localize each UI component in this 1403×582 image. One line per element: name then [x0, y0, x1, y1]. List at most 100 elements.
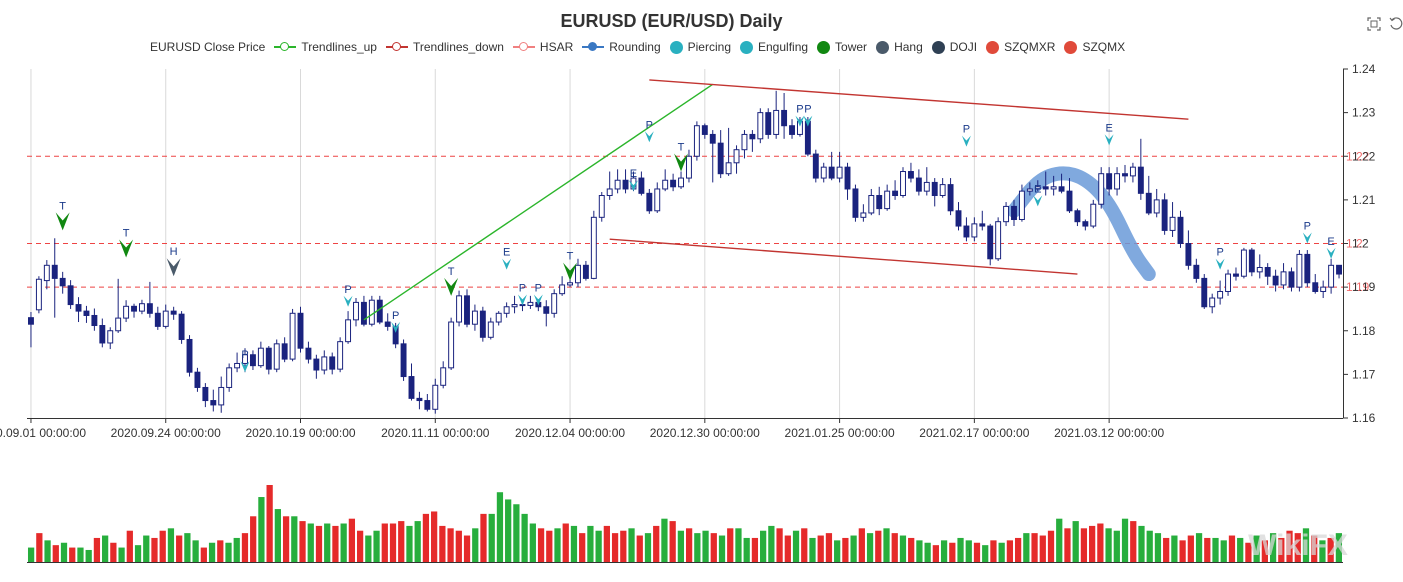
volume-bar — [735, 528, 742, 562]
signal-engulfing: E — [1104, 122, 1114, 146]
volume-bar — [718, 535, 726, 562]
legend-item-rounding[interactable]: Rounding — [582, 40, 661, 54]
candle-body — [662, 179, 669, 190]
candle — [527, 295, 534, 309]
candle-body — [1201, 277, 1208, 308]
candle-body — [1233, 273, 1239, 277]
candle — [670, 173, 677, 192]
legend-swatch — [931, 40, 945, 54]
candle — [194, 367, 201, 392]
volume-bar — [677, 530, 685, 562]
volume-bar — [611, 533, 619, 562]
y-tick-label: 1.21 — [1352, 193, 1376, 207]
volume-bar — [126, 530, 133, 562]
volume-bar — [1286, 530, 1293, 562]
candle-body — [432, 384, 439, 410]
candle — [543, 300, 550, 327]
candle-body — [273, 343, 280, 370]
volume-bar — [760, 530, 767, 562]
candle — [1003, 202, 1010, 227]
legend-item-trendlines-down[interactable]: Trendlines_down — [385, 40, 504, 54]
volume-bar — [1072, 521, 1079, 562]
candle — [725, 127, 732, 176]
candle — [686, 149, 692, 183]
candle — [265, 346, 272, 375]
candle — [884, 184, 891, 211]
candle-body — [527, 301, 534, 306]
signal-hang: H — [166, 246, 181, 277]
signal-label: P — [646, 119, 653, 131]
candle — [868, 188, 875, 216]
volume-bar — [710, 533, 717, 562]
candle-body — [1003, 205, 1010, 223]
volume-bar — [998, 542, 1005, 562]
volume-bar — [1014, 537, 1022, 562]
volume-bar — [825, 533, 833, 562]
volume-bar — [1195, 533, 1203, 562]
legend-item-engulfing[interactable]: Engulfing — [740, 40, 808, 54]
candle — [1050, 175, 1057, 196]
candle-body — [487, 321, 494, 338]
candle — [749, 130, 756, 152]
candle-body — [670, 179, 677, 188]
volume-bar — [628, 528, 635, 562]
trendline-down — [649, 79, 1189, 120]
reset-icon[interactable] — [1389, 17, 1403, 31]
candle — [852, 184, 859, 222]
candle — [75, 297, 82, 323]
candle-body — [1193, 264, 1200, 279]
volume-bar — [768, 525, 775, 562]
legend-item-trendlines-up[interactable]: Trendlines_up — [274, 40, 377, 54]
candle-body — [479, 310, 486, 338]
signal-label: P — [1216, 247, 1223, 259]
candle — [289, 308, 296, 362]
x-tick-label: 2021.02.17 00:00:00 — [919, 426, 1029, 440]
candle — [146, 281, 153, 318]
legend-swatch — [385, 41, 408, 53]
volume-bar — [44, 540, 51, 562]
volume-bar — [505, 499, 512, 562]
legend-label: DOJI — [949, 40, 978, 54]
volume-bar — [167, 528, 175, 562]
legend-swatch — [740, 40, 753, 54]
candle — [709, 130, 716, 183]
legend-item-hsar[interactable]: HSAR — [512, 40, 573, 54]
legend-item-szqmx[interactable]: SZQMX — [1064, 40, 1125, 54]
toolbox — [1367, 17, 1403, 31]
legend-item-tower[interactable]: Tower — [817, 40, 867, 54]
signal-arrow — [644, 131, 654, 143]
volume-bar — [398, 521, 405, 562]
candle-body — [1280, 271, 1287, 286]
volume-bar — [982, 545, 989, 562]
signal-label: P — [1304, 221, 1311, 233]
volume-bar — [1220, 540, 1227, 562]
volume-bar — [513, 504, 520, 562]
candle-body — [360, 301, 367, 325]
volume-bar — [990, 540, 997, 562]
legend-item-piercing[interactable]: Piercing — [669, 40, 731, 54]
trendline-up — [363, 83, 714, 321]
zoom-icon[interactable] — [1367, 17, 1381, 31]
candle-body — [1058, 186, 1065, 192]
signal-arrow — [1215, 258, 1225, 270]
volume-bar — [381, 523, 388, 562]
volume-bar — [1228, 535, 1236, 562]
candle — [138, 299, 145, 315]
legend-item-hang[interactable]: Hang — [876, 40, 923, 54]
candle — [83, 305, 90, 323]
candle — [226, 363, 233, 392]
candle-body — [987, 225, 994, 260]
volume-bar — [389, 523, 397, 562]
candle-body — [408, 376, 415, 399]
legend-item-eurusd-close-price[interactable]: EURUSD Close Price — [150, 40, 265, 54]
legend-item-doji[interactable]: DOJI — [931, 40, 978, 54]
signal-arrow — [795, 115, 805, 127]
volume-bar — [1006, 540, 1014, 562]
candle-body — [828, 166, 835, 179]
candle — [59, 271, 66, 294]
signal-piercing: P — [391, 310, 401, 333]
legend-item-szqmxr[interactable]: SZQMXR — [986, 40, 1055, 54]
volume-bar — [422, 513, 430, 562]
candle-body — [257, 347, 264, 367]
candle — [281, 337, 288, 363]
